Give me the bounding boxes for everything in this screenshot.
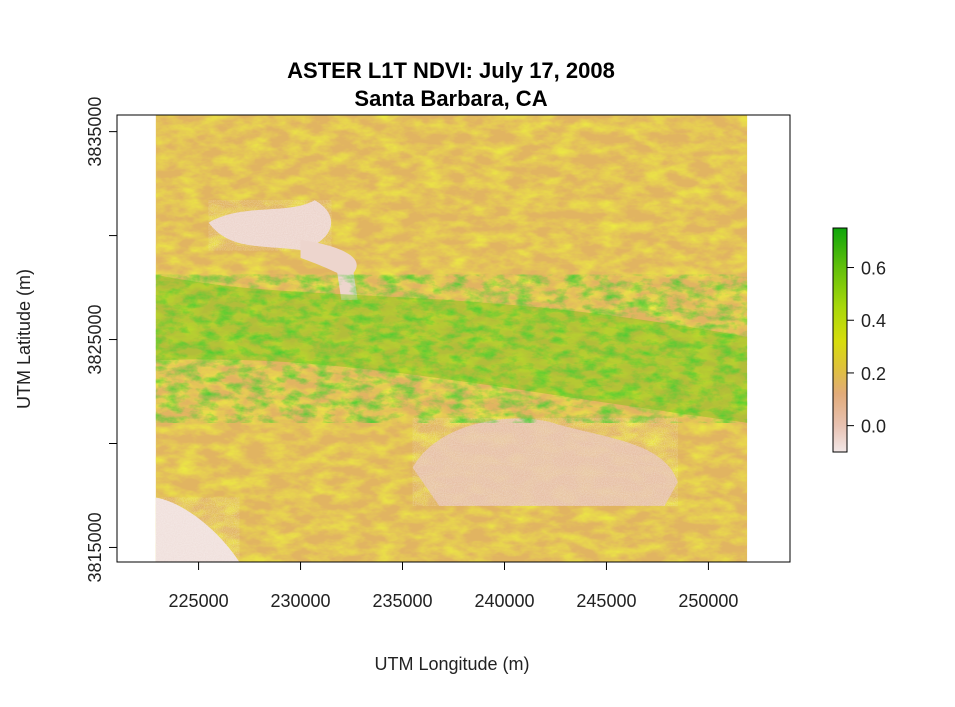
x-tick-label: 225000	[169, 591, 229, 611]
colorbar-tick-label: 0.4	[861, 311, 886, 331]
y-tick-label: 3835000	[85, 97, 105, 167]
x-tick-label: 230000	[271, 591, 331, 611]
mountain-ridge-texture	[155, 274, 748, 423]
x-tick-label: 250000	[678, 591, 738, 611]
y-tick-label: 3825000	[85, 305, 105, 375]
lake-speckle	[208, 200, 332, 251]
x-axis: 225000 230000 235000 240000 245000 250000	[169, 561, 738, 611]
ocean-speckle	[155, 497, 240, 562]
colorbar-tick-label: 0.6	[861, 259, 886, 279]
valley-speckle	[412, 418, 678, 506]
x-tick-label: 235000	[372, 591, 432, 611]
lake-arm-region	[300, 239, 358, 301]
x-tick-label: 240000	[474, 591, 534, 611]
y-axis: 3815000 3825000 3835000	[85, 97, 118, 582]
chart-title-line-2: Santa Barbara, CA	[354, 86, 547, 111]
chart-title-line-1: ASTER L1T NDVI: July 17, 2008	[287, 58, 615, 83]
x-axis-title: UTM Longitude (m)	[374, 654, 529, 674]
colorbar-tick-label: 0.2	[861, 364, 886, 384]
x-tick-label: 245000	[576, 591, 636, 611]
colorbar-legend: 0.0 0.2 0.4 0.6	[832, 227, 886, 453]
ndvi-raster	[155, 115, 748, 562]
colorbar-tick-label: 0.0	[861, 417, 886, 437]
y-tick-label: 3815000	[85, 512, 105, 582]
colorbar-swatch	[832, 227, 848, 453]
y-axis-title: UTM Latitude (m)	[14, 269, 34, 409]
